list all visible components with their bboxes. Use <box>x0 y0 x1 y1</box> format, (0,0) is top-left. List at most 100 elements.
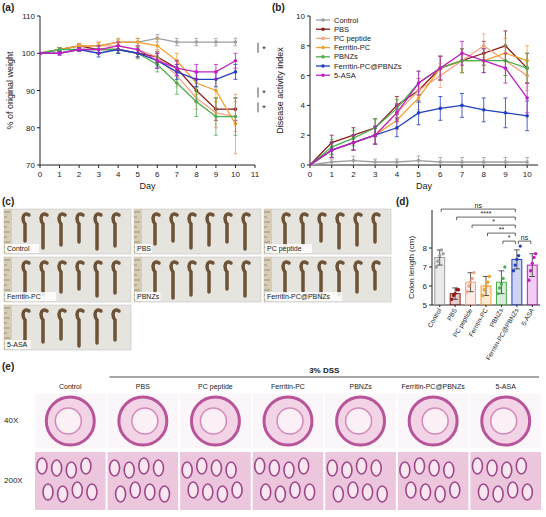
ruler-tick <box>4 333 7 334</box>
x-tick <box>375 165 376 168</box>
error-bar <box>417 71 421 95</box>
crypt <box>421 484 431 500</box>
marker <box>352 141 356 145</box>
ruler-tick <box>134 280 140 281</box>
marker <box>234 115 238 119</box>
sig-bracket <box>457 217 516 220</box>
marker <box>40 51 42 55</box>
x-tick <box>331 165 332 168</box>
error-bar <box>460 93 464 117</box>
x-tick <box>118 165 119 168</box>
error-bar <box>58 48 62 52</box>
y-tick <box>307 75 310 76</box>
y-axis-title: % of original weight <box>5 51 15 130</box>
ruler-tick <box>134 232 140 233</box>
error-bar <box>155 53 159 68</box>
marker <box>482 44 486 48</box>
y-tick <box>37 53 40 54</box>
data-point <box>481 294 484 297</box>
error-bar <box>58 51 62 55</box>
x-tick <box>353 165 354 168</box>
sig-label: **** <box>481 210 492 217</box>
histology-image <box>35 394 106 448</box>
legend-label: Ferritin-PC@PBNZs <box>334 62 402 71</box>
photo <box>264 209 391 254</box>
x-tick <box>196 165 197 168</box>
marker <box>155 59 159 63</box>
x-tick-label: 6 <box>438 170 443 179</box>
x-tick <box>439 305 440 307</box>
x-tick <box>98 165 99 168</box>
histology-image <box>180 452 251 510</box>
x-tick <box>418 165 419 168</box>
error-bar <box>175 61 179 76</box>
x-tick <box>440 165 441 168</box>
error-bar <box>233 53 237 68</box>
error-bar <box>460 41 464 65</box>
marker <box>438 107 442 111</box>
marker <box>417 81 421 85</box>
error-bar <box>525 53 529 83</box>
crypt <box>37 458 47 474</box>
label-patch <box>265 292 342 301</box>
sig-label: * <box>508 234 511 241</box>
ruler-tick <box>264 232 270 233</box>
ruler-tick <box>4 260 10 261</box>
error-bar <box>525 53 529 83</box>
colon-specimen <box>171 214 177 241</box>
photo-label: PBS <box>137 245 151 252</box>
colon-specimen <box>41 262 47 295</box>
x-tick <box>462 165 463 168</box>
colon-section <box>482 397 530 445</box>
marker <box>97 48 101 52</box>
crypt <box>508 482 518 498</box>
error-bar <box>351 135 355 150</box>
label-patch <box>135 292 161 301</box>
y-tick-label: 10 <box>296 12 305 21</box>
row-label: 40X <box>4 416 19 425</box>
crypt <box>188 482 198 498</box>
y-axis <box>432 210 433 305</box>
y-tick <box>307 135 310 136</box>
lumen <box>55 408 81 434</box>
lumen <box>200 408 226 434</box>
row-label: 200X <box>4 476 23 485</box>
x-tick <box>501 305 502 307</box>
series-line <box>310 53 527 165</box>
crypt <box>415 458 425 474</box>
colon-specimen <box>225 214 231 242</box>
error-bar <box>351 135 355 150</box>
crypt <box>377 486 387 502</box>
x-tick <box>486 305 487 307</box>
error-bar <box>233 98 237 135</box>
y-tick-label: 70 <box>26 161 35 170</box>
error-bar <box>155 38 159 53</box>
legend-marker <box>321 46 325 50</box>
marker <box>525 66 529 70</box>
data-point <box>488 275 491 278</box>
error-bar <box>330 159 334 165</box>
marker <box>395 111 399 115</box>
crypt <box>145 484 155 500</box>
sig-label: ns <box>521 234 529 241</box>
data-point <box>450 298 453 301</box>
series-line <box>310 46 527 165</box>
error-bar <box>438 56 442 80</box>
crypt <box>406 482 416 498</box>
error-bar <box>482 98 486 122</box>
y-tick-label: 100 <box>22 49 36 58</box>
marker <box>58 51 62 55</box>
marker <box>175 66 179 70</box>
error-bar <box>373 159 377 165</box>
colon-section <box>46 397 94 445</box>
crypt <box>435 486 445 502</box>
crypt <box>342 462 352 478</box>
crypt <box>522 484 532 500</box>
colon-specimen <box>153 214 159 244</box>
ruler-tick <box>4 313 7 314</box>
crypt <box>197 458 207 474</box>
marker <box>214 70 218 74</box>
error-bar <box>136 38 140 45</box>
sig-bracket <box>258 102 259 112</box>
error-bar <box>373 126 377 144</box>
